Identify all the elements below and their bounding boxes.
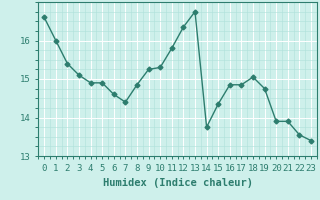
X-axis label: Humidex (Indice chaleur): Humidex (Indice chaleur) [103, 178, 252, 188]
